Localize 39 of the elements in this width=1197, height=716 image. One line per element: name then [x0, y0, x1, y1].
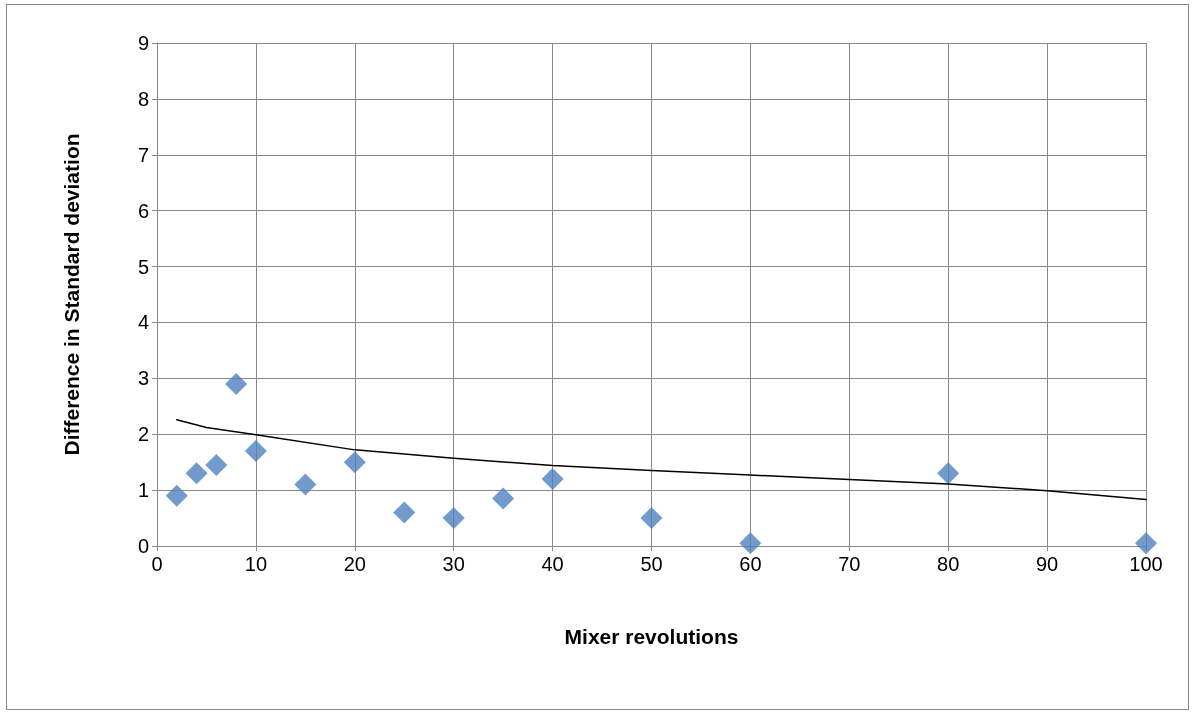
point [541, 467, 564, 490]
point [244, 439, 267, 462]
point [937, 462, 960, 485]
point [393, 501, 416, 524]
y-axis-title: Difference in Standard deviation [60, 133, 83, 456]
point [739, 532, 762, 555]
y-tick-label: 0 [137, 535, 149, 557]
x-tick-label: 90 [1035, 553, 1059, 575]
point [205, 453, 228, 476]
y-tick-label: 1 [137, 479, 149, 502]
x-tick-label: 0 [151, 553, 163, 575]
point [343, 451, 366, 474]
x-tick-label: 40 [541, 553, 564, 575]
x-tick-label: 80 [937, 553, 960, 575]
point [165, 484, 188, 507]
x-tick-label: 100 [1129, 553, 1163, 575]
x-tick-label: 30 [442, 553, 465, 575]
x-tick-label: 70 [838, 553, 861, 575]
y-tick-label: 4 [137, 311, 149, 334]
y-tick-label: 6 [137, 199, 149, 222]
x-tick-label: 50 [640, 553, 663, 575]
y-tick-label: 7 [137, 143, 149, 166]
point [442, 507, 465, 530]
point [185, 462, 208, 485]
y-tick-label: 8 [137, 87, 149, 110]
y-tick-label: 3 [137, 367, 149, 390]
x-tick-label: 10 [244, 553, 268, 575]
line-series [176, 418, 1147, 501]
point [294, 473, 317, 496]
y-tick-label: 9 [137, 32, 149, 54]
point [1135, 532, 1157, 555]
x-axis-title: Mixer revolutions [564, 625, 739, 648]
x-tick-label: 60 [739, 553, 762, 575]
x-tick-label: 20 [343, 553, 366, 575]
y-tick-label: 5 [137, 255, 149, 278]
point [225, 372, 248, 395]
point [492, 487, 515, 510]
y-tick-label: 2 [137, 423, 149, 446]
point [640, 507, 663, 530]
